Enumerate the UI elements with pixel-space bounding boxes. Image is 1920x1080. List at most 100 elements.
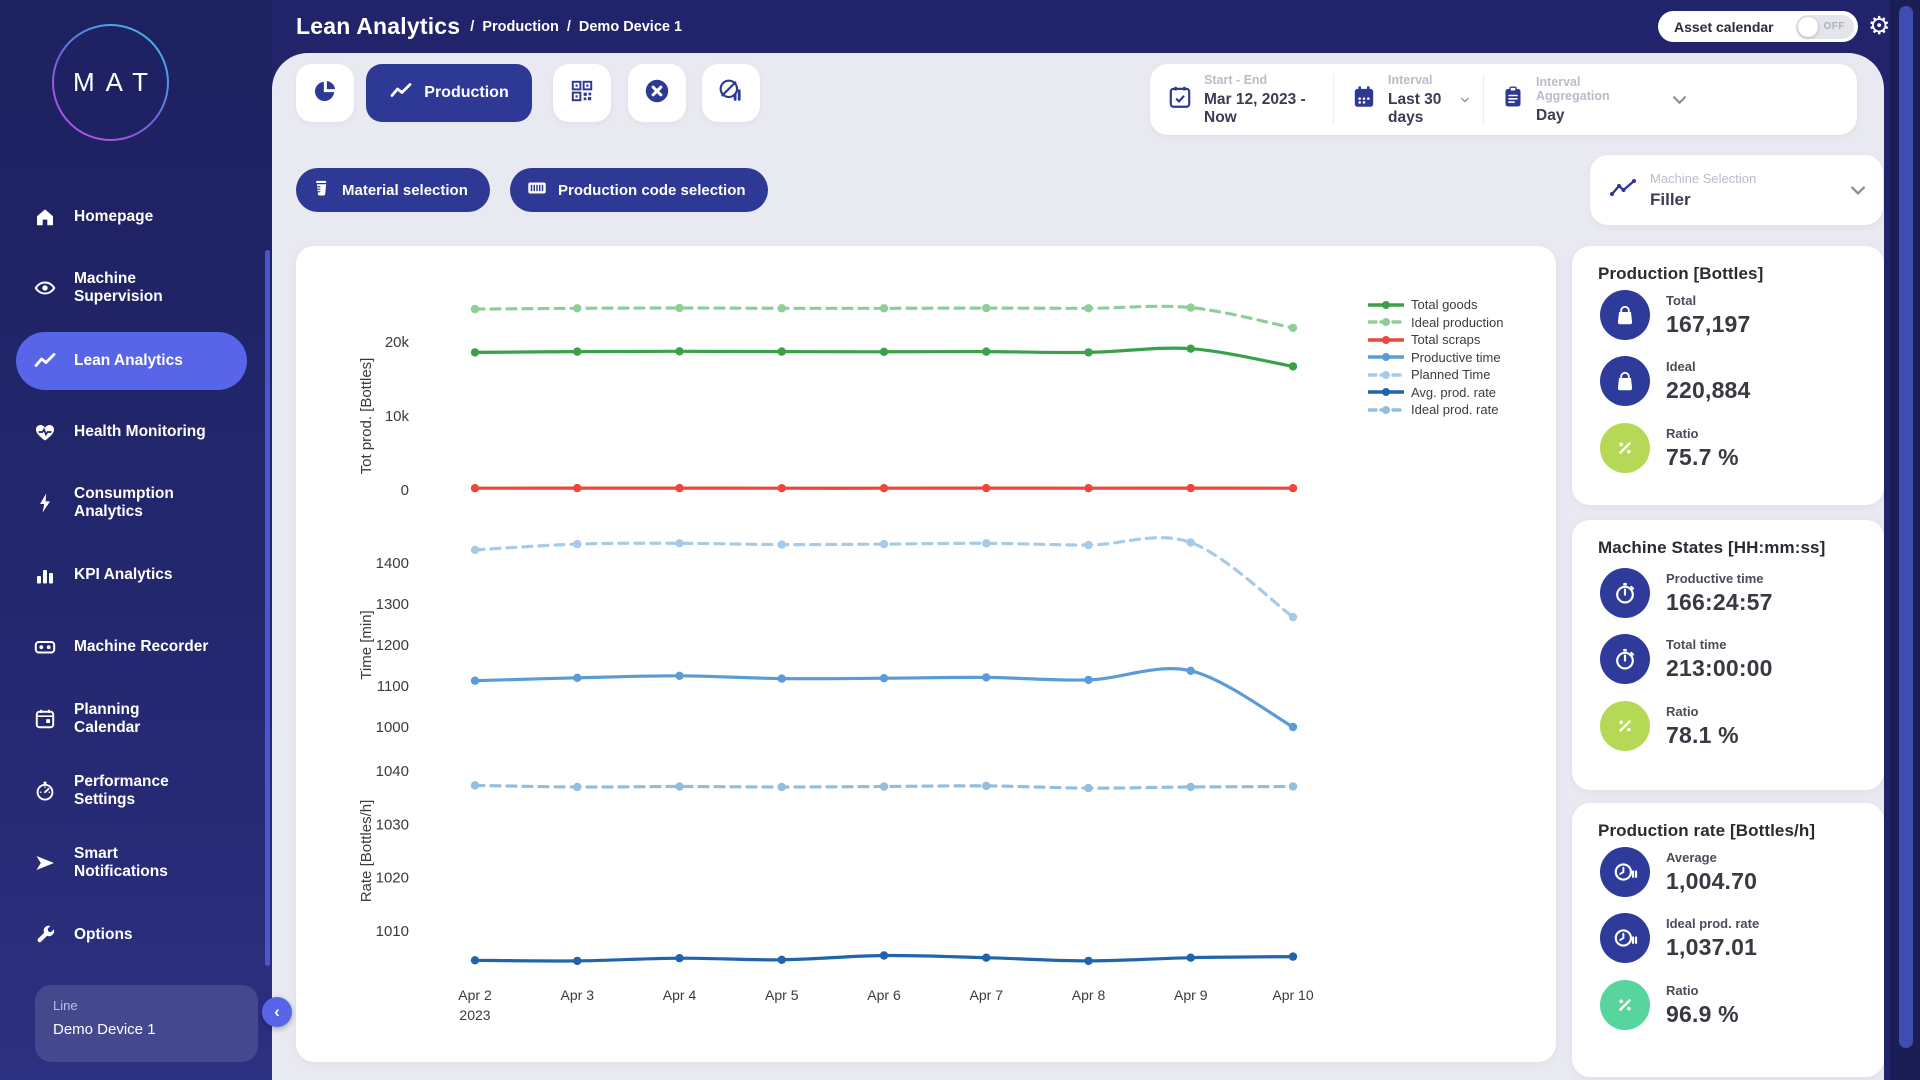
settings-gear-icon[interactable]: ⚙ [1868,10,1890,42]
legend-item[interactable]: Total goods [1368,296,1504,314]
asset-calendar-toggle[interactable]: OFF [1796,15,1854,39]
scraps-view-button[interactable] [628,64,686,122]
svg-text:1040: 1040 [376,763,409,780]
line-selector-card[interactable]: Line Demo Device 1 [35,985,258,1062]
machine-selection-dropdown[interactable]: Machine Selection Filler [1590,155,1883,225]
legend-item[interactable]: Ideal prod. rate [1368,401,1504,419]
legend-item[interactable]: Ideal production [1368,314,1504,332]
stat-value: 166:24:57 [1666,589,1773,616]
svg-text:1300: 1300 [376,596,409,613]
eye-icon [33,276,57,300]
breadcrumb-separator: / [567,19,571,35]
asset-calendar-label: Asset calendar [1674,19,1774,35]
wrench-icon [33,923,57,947]
stat-label: Total time [1666,637,1773,652]
sidebar-item-machine-recorder[interactable]: Machine Recorder [33,619,260,675]
production-tab-label: Production [424,84,508,102]
sidebar-item-label: Machine Recorder [74,638,208,656]
bar-chart-icon [33,563,57,587]
percent-icon [1600,980,1650,1030]
stat-label: Ratio [1666,983,1739,998]
sidebar-item-planning-calendar[interactable]: Planning Calendar [33,691,260,747]
svg-text:0: 0 [401,482,409,499]
page-scrollbar-thumb[interactable] [1899,6,1913,1048]
sidebar-item-kpi-analytics[interactable]: KPI Analytics [33,547,260,603]
sidebar-item-smart-notifications[interactable]: Smart Notifications [33,835,260,891]
material-selection-label: Material selection [342,182,468,199]
sidebar-scrollbar-thumb[interactable] [265,250,270,966]
svg-text:1400: 1400 [376,555,409,572]
sidebar-item-label: Lean Analytics [74,352,183,370]
machine-selection-value: Filler [1650,190,1843,210]
breadcrumb-production[interactable]: Production [482,19,559,35]
legend-item[interactable]: Planned Time [1368,366,1504,384]
bag-icon [1600,290,1650,340]
pie-chart-icon [311,77,339,110]
stat-row-ratio: Ratio 75.7 % [1600,423,1739,473]
production-code-selection-button[interactable]: Production code selection [510,168,768,212]
legend-item[interactable]: Avg. prod. rate [1368,384,1504,402]
sidebar-item-lean-analytics[interactable]: Lean Analytics [16,332,247,390]
stat-row-ratio: Ratio 96.9 % [1600,980,1739,1030]
sidebar-item-health-monitoring[interactable]: Health Monitoring [33,404,260,460]
calendar-check-icon [1167,84,1193,115]
stat-label: Ideal [1666,359,1751,374]
sidebar-collapse-button[interactable]: ‹ [262,997,292,1027]
line-label: Line [53,998,240,1013]
downtime-view-button[interactable] [702,64,760,122]
date-range-picker[interactable]: Start - End Mar 12, 2023 - Now [1150,64,1333,135]
material-selection-button[interactable]: Material selection [296,168,490,212]
svg-text:1100: 1100 [377,678,409,695]
stat-row-total-time: Total time 213:00:00 [1600,634,1773,684]
material-jar-icon [312,178,332,202]
svg-text:Apr 10: Apr 10 [1272,987,1313,1003]
production-code-view-button[interactable] [553,64,611,122]
sidebar-item-options[interactable]: Options [33,907,260,963]
legend-item[interactable]: Productive time [1368,349,1504,367]
svg-text:10k: 10k [385,408,410,425]
bag-icon [1600,356,1650,406]
page-title: Lean Analytics [296,13,460,40]
percent-icon [1600,701,1650,751]
trend-line-icon [33,349,57,373]
chevron-down-icon [1673,96,1686,104]
svg-text:1000: 1000 [376,719,409,736]
stat-label: Ratio [1666,704,1739,719]
aggregation-dropdown[interactable]: Interval Aggregation Day [1484,64,1857,135]
sidebar-item-performance-settings[interactable]: Performance Settings [33,763,260,819]
stat-row-productive-time: Productive time 166:24:57 [1600,568,1773,618]
sidebar-item-label: Smart Notifications [74,845,168,882]
sidebar-item-consumption-analytics[interactable]: Consumption Analytics [33,475,260,531]
sidebar-item-label: Performance Settings [74,773,169,810]
svg-text:1010: 1010 [376,923,409,940]
calendar-icon [1351,84,1377,115]
stat-label: Ideal prod. rate [1666,916,1759,931]
toggle-knob [1798,17,1818,37]
stat-value: 1,037.01 [1666,934,1759,961]
start-end-value: Mar 12, 2023 - Now [1204,91,1319,127]
sidebar-item-label: KPI Analytics [74,566,173,584]
slashed-chart-icon [717,77,745,110]
stopwatch-icon [1600,568,1650,618]
stat-value: 220,884 [1666,377,1751,404]
legend-item[interactable]: Total scraps [1368,331,1504,349]
interval-dropdown[interactable]: Interval Last 30 days [1334,64,1483,135]
panel-title: Machine States [HH:mm:ss] [1598,538,1884,558]
svg-text:Time [min]: Time [min] [358,610,375,679]
percent-icon [1600,423,1650,473]
stat-row-ideal: Ideal 220,884 [1600,356,1751,406]
sidebar-item-homepage[interactable]: Homepage [33,189,260,245]
sidebar-item-machine-supervision[interactable]: Machine Supervision [33,260,260,316]
pie-view-button[interactable] [296,64,354,122]
production-tab-button[interactable]: Production [366,64,532,122]
machine-states-panel: Machine States [HH:mm:ss] Productive tim… [1572,520,1884,790]
production-chart-card: 010k20kTot prod. [Bottles]10001100120013… [296,246,1556,1062]
stat-value: 213:00:00 [1666,655,1773,682]
stat-label: Productive time [1666,571,1773,586]
interval-label: Interval [1388,73,1442,87]
recorder-icon [33,635,57,659]
sidebar-item-label: Machine Supervision [74,270,163,307]
sidebar-item-label: Options [74,926,133,944]
breadcrumb-device[interactable]: Demo Device 1 [579,19,682,35]
time-controls-card: Start - End Mar 12, 2023 - Now Interval … [1150,64,1857,135]
